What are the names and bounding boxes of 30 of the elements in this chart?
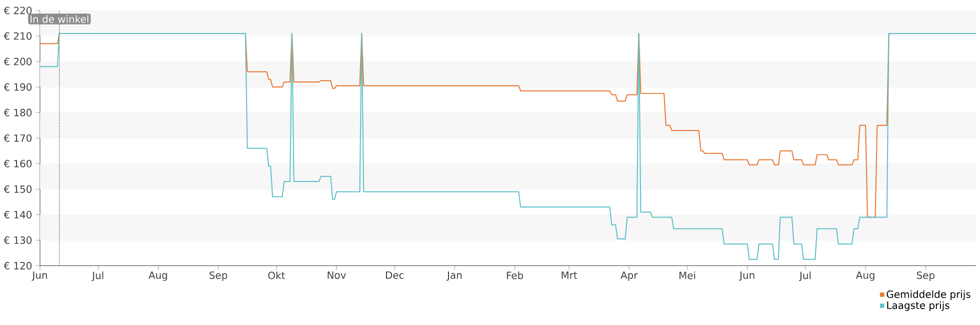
y-tick-label: € 160 xyxy=(4,160,32,168)
x-tick-label: Aug xyxy=(148,271,168,281)
y-tick-label: € 220 xyxy=(4,6,32,14)
y-tick-label: € 130 xyxy=(4,236,32,244)
y-tick-label: € 210 xyxy=(4,32,32,40)
x-tick-label: Feb xyxy=(506,271,524,280)
y-tick-label: € 140 xyxy=(4,210,32,218)
x-tick-label: Mrt xyxy=(562,271,578,279)
x-tick-label: Jan xyxy=(446,271,462,281)
x-tick-label: Jun xyxy=(739,271,754,281)
legend-label: Gemiddelde prijs xyxy=(886,290,970,300)
x-tick-label: Jun xyxy=(32,271,47,281)
annotation: In de winkel xyxy=(30,15,88,23)
y-tick-label: € 200 xyxy=(4,58,32,66)
y-tick-label: € 180 xyxy=(4,108,32,116)
x-tick-label: Aug xyxy=(856,271,874,281)
x-tick-label: Mei xyxy=(680,271,696,280)
x-tick-label: Sep xyxy=(916,271,934,281)
legend-label: Laagste prijs xyxy=(887,301,950,312)
x-tick-label: Apr xyxy=(620,271,638,281)
y-tick-label: € 170 xyxy=(4,134,32,142)
y-tick-label: € 150 xyxy=(4,185,32,193)
x-tick-label: Nov xyxy=(328,271,346,279)
x-tick-label: Sep xyxy=(210,271,228,281)
y-tick-label: € 190 xyxy=(4,83,32,91)
y-tick-label: € 120 xyxy=(4,262,32,270)
x-tick-label: Okt xyxy=(268,271,285,280)
x-tick-label: Dec xyxy=(386,271,404,279)
x-tick-label: Jul xyxy=(798,271,811,282)
x-tick-label: Jul xyxy=(92,271,104,282)
